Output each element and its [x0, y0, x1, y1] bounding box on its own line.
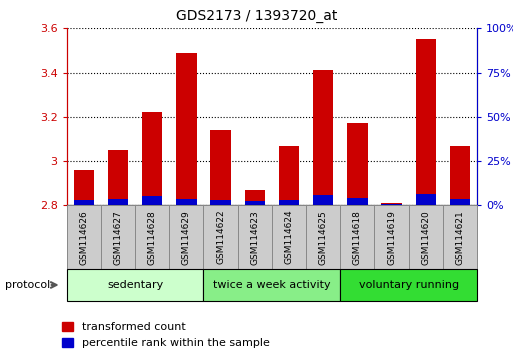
- Bar: [340, 269, 477, 301]
- Text: GSM114621: GSM114621: [456, 210, 464, 264]
- Text: GSM114619: GSM114619: [387, 210, 396, 265]
- Bar: [245, 201, 265, 205]
- Bar: [210, 200, 231, 205]
- Bar: [101, 205, 135, 269]
- Bar: [279, 200, 299, 205]
- Text: voluntary running: voluntary running: [359, 280, 459, 290]
- Bar: [340, 205, 374, 269]
- Bar: [279, 145, 299, 205]
- Bar: [176, 53, 196, 205]
- Bar: [142, 113, 163, 205]
- Bar: [204, 269, 340, 301]
- Bar: [381, 203, 402, 205]
- Bar: [313, 70, 333, 205]
- Bar: [450, 199, 470, 205]
- Text: GSM114629: GSM114629: [182, 210, 191, 264]
- Bar: [176, 199, 196, 205]
- Bar: [210, 130, 231, 205]
- Text: GSM114625: GSM114625: [319, 210, 328, 264]
- Bar: [374, 205, 409, 269]
- Bar: [73, 200, 94, 205]
- Text: GSM114628: GSM114628: [148, 210, 156, 264]
- Bar: [108, 150, 128, 205]
- Text: protocol: protocol: [5, 280, 50, 290]
- Bar: [245, 190, 265, 205]
- Text: GSM114620: GSM114620: [421, 210, 430, 264]
- Bar: [238, 205, 272, 269]
- Bar: [67, 269, 204, 301]
- Bar: [443, 205, 477, 269]
- Text: twice a week activity: twice a week activity: [213, 280, 331, 290]
- Bar: [416, 39, 436, 205]
- Text: GSM114618: GSM114618: [353, 210, 362, 265]
- Bar: [204, 205, 238, 269]
- Text: GDS2173 / 1393720_at: GDS2173 / 1393720_at: [176, 9, 337, 23]
- Bar: [347, 124, 368, 205]
- Bar: [169, 205, 204, 269]
- Text: GSM114624: GSM114624: [285, 210, 293, 264]
- Bar: [73, 170, 94, 205]
- Bar: [272, 205, 306, 269]
- Bar: [108, 199, 128, 205]
- Bar: [381, 204, 402, 205]
- Text: sedentary: sedentary: [107, 280, 163, 290]
- Text: GSM114627: GSM114627: [113, 210, 123, 264]
- Bar: [306, 205, 340, 269]
- Bar: [142, 196, 163, 205]
- Bar: [409, 205, 443, 269]
- Text: GSM114622: GSM114622: [216, 210, 225, 264]
- Text: GSM114626: GSM114626: [80, 210, 88, 264]
- Legend: transformed count, percentile rank within the sample: transformed count, percentile rank withi…: [62, 322, 270, 348]
- Text: GSM114623: GSM114623: [250, 210, 259, 264]
- Bar: [347, 198, 368, 205]
- Bar: [135, 205, 169, 269]
- Bar: [313, 195, 333, 205]
- Bar: [450, 145, 470, 205]
- Bar: [416, 194, 436, 205]
- Bar: [67, 205, 101, 269]
